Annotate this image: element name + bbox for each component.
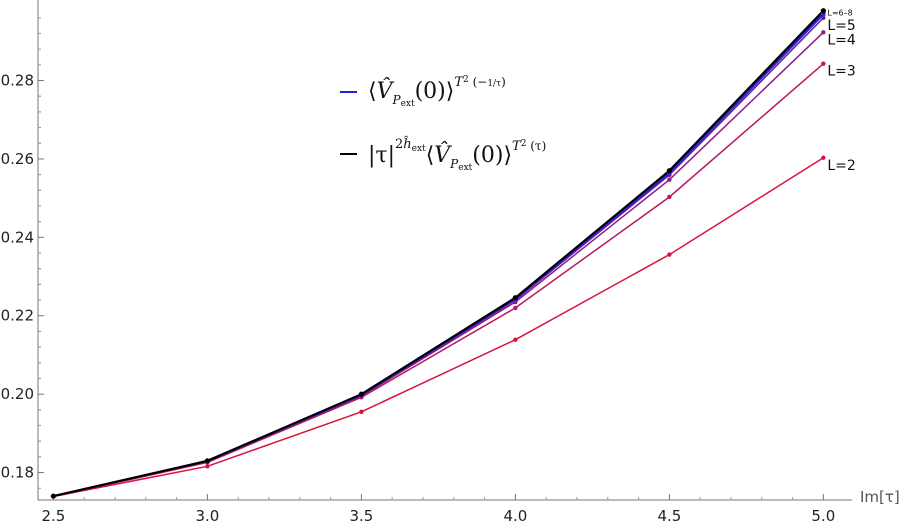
data-point — [513, 305, 518, 311]
series-label: L=6–8 — [827, 9, 852, 18]
legend-label-0: ⟨V̂Pext(0)⟩T2 (−1/τ) — [368, 75, 506, 109]
x-tick-label: 4.0 — [503, 507, 527, 525]
x-tick-label: 5.0 — [811, 507, 835, 525]
x-tick-label: 3.5 — [349, 507, 373, 525]
data-point — [667, 177, 672, 182]
series-line-1 — [53, 63, 824, 498]
y-tick-label: 0.24 — [1, 228, 34, 246]
ticks: 2.5 3.0 3.5 4.0 4.5 5.0 0.18 0.20 0.22 0.24 0.26 0.… — [1, 17, 835, 525]
legend-label-1: |τ|2ĥext⟨V̂Pext(0)⟩T2 (τ) — [368, 136, 546, 173]
data-point — [513, 337, 518, 342]
data-point — [666, 168, 672, 174]
series-points — [50, 8, 826, 499]
series-labels: L=2 L=3 L=4L=5L=6–8 — [827, 9, 856, 174]
y-tick-label: 0.22 — [1, 307, 34, 325]
x-tick-label: 3.0 — [195, 507, 219, 525]
series-line-7 — [53, 9, 825, 498]
y-tick-label: 0.20 — [1, 385, 34, 403]
legend: ⟨V̂Pext(0)⟩T2 (−1/τ) |τ|2ĥext⟨V̂Pext(0)⟩… — [340, 75, 546, 173]
series-line-0 — [53, 157, 824, 498]
y-tick-label: 0.26 — [1, 150, 34, 168]
series-label: L=5 — [827, 18, 855, 34]
data-point — [821, 30, 826, 35]
y-tick-label: 0.28 — [1, 72, 34, 90]
data-point — [204, 458, 210, 464]
series-label: L=2 — [827, 158, 855, 174]
series-label: L=3 — [827, 64, 855, 80]
data-point — [667, 252, 672, 257]
data-point — [205, 464, 210, 469]
x-axis-title: Im[τ] — [860, 488, 900, 506]
axes — [37, 0, 852, 501]
x-tick-label: 4.5 — [657, 507, 681, 525]
data-point — [821, 155, 826, 160]
data-point — [667, 194, 672, 200]
data-point — [512, 295, 518, 301]
y-tick-label: 0.18 — [1, 464, 34, 482]
series-label: L=4 — [827, 32, 856, 48]
data-point — [821, 61, 826, 66]
data-point — [820, 8, 826, 14]
data-point — [50, 493, 56, 499]
series-lines — [53, 9, 825, 498]
x-tick-label: 2.5 — [41, 507, 65, 525]
data-point — [358, 391, 364, 397]
data-point — [821, 15, 826, 21]
data-point — [359, 409, 364, 414]
